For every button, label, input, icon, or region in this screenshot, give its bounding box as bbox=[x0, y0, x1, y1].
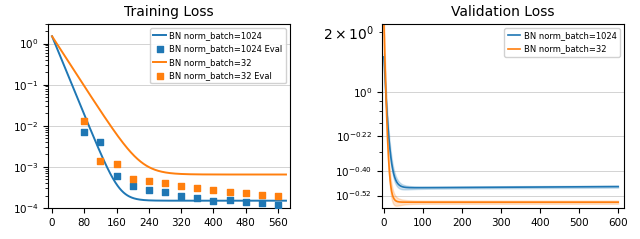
BN norm_batch=1024 bbox=[282, 199, 290, 202]
BN norm_batch=32 bbox=[614, 201, 622, 204]
Title: Validation Loss: Validation Loss bbox=[451, 5, 555, 19]
BN norm_batch=32 bbox=[90, 99, 97, 102]
BN norm_batch=32 bbox=[456, 201, 463, 204]
BN norm_batch=1024 bbox=[482, 186, 490, 189]
BN norm_batch=32 Eval bbox=[111, 162, 122, 165]
BN norm_batch=32 Eval bbox=[192, 186, 202, 190]
BN norm_batch=1024 bbox=[411, 186, 419, 189]
BN norm_batch=1024 bbox=[614, 185, 622, 188]
BN norm_batch=1024 Eval bbox=[208, 199, 218, 203]
BN norm_batch=32 Eval bbox=[79, 119, 90, 123]
BN norm_batch=1024 bbox=[154, 199, 162, 202]
BN norm_batch=1024 Eval bbox=[144, 188, 154, 191]
BN norm_batch=1024 Eval bbox=[127, 184, 138, 187]
BN norm_batch=1024 Eval bbox=[257, 201, 267, 205]
BN norm_batch=32 Eval bbox=[241, 191, 251, 195]
BN norm_batch=32 Eval bbox=[257, 193, 267, 197]
BN norm_batch=32 bbox=[282, 173, 290, 176]
BN norm_batch=1024 Eval bbox=[111, 174, 122, 178]
Legend: BN norm_batch=1024, BN norm_batch=32: BN norm_batch=1024, BN norm_batch=32 bbox=[504, 28, 620, 57]
BN norm_batch=32 bbox=[420, 201, 428, 204]
BN norm_batch=32 bbox=[411, 201, 419, 204]
BN norm_batch=1024 Eval bbox=[95, 140, 106, 144]
Title: Training Loss: Training Loss bbox=[124, 5, 214, 19]
Line: BN norm_batch=32: BN norm_batch=32 bbox=[384, 24, 618, 202]
BN norm_batch=32 Eval bbox=[225, 190, 235, 194]
BN norm_batch=32 bbox=[108, 127, 116, 130]
BN norm_batch=32 bbox=[48, 35, 56, 38]
BN norm_batch=1024 bbox=[48, 35, 56, 38]
BN norm_batch=32 bbox=[503, 201, 511, 204]
Line: BN norm_batch=1024: BN norm_batch=1024 bbox=[52, 36, 286, 201]
BN norm_batch=32 Eval bbox=[144, 179, 154, 183]
BN norm_batch=1024 Eval bbox=[160, 190, 170, 194]
BN norm_batch=32 bbox=[204, 173, 212, 176]
BN norm_batch=1024 bbox=[186, 199, 194, 202]
BN norm_batch=1024 bbox=[90, 135, 97, 138]
BN norm_batch=1024 Eval bbox=[241, 200, 251, 204]
BN norm_batch=1024 Eval bbox=[225, 198, 235, 201]
BN norm_batch=32 bbox=[380, 22, 388, 25]
BN norm_batch=32 Eval bbox=[176, 184, 186, 187]
BN norm_batch=1024 Eval bbox=[192, 196, 202, 200]
BN norm_batch=32 bbox=[154, 169, 162, 172]
BN norm_batch=1024 bbox=[508, 186, 516, 189]
BN norm_batch=32 Eval bbox=[208, 188, 218, 191]
BN norm_batch=1024 bbox=[412, 186, 419, 189]
BN norm_batch=1024 bbox=[108, 176, 116, 179]
BN norm_batch=32 Eval bbox=[273, 194, 283, 197]
BN norm_batch=1024 bbox=[460, 186, 467, 189]
BN norm_batch=32 Eval bbox=[160, 181, 170, 185]
BN norm_batch=32 Eval bbox=[95, 159, 106, 163]
Line: BN norm_batch=32: BN norm_batch=32 bbox=[52, 36, 286, 174]
BN norm_batch=1024 bbox=[380, 55, 388, 58]
BN norm_batch=32 bbox=[460, 201, 467, 204]
BN norm_batch=32 bbox=[186, 173, 194, 176]
BN norm_batch=32 bbox=[508, 201, 516, 204]
BN norm_batch=1024 bbox=[225, 199, 232, 202]
BN norm_batch=32 bbox=[482, 201, 490, 204]
Line: BN norm_batch=1024: BN norm_batch=1024 bbox=[384, 57, 618, 188]
BN norm_batch=1024 bbox=[204, 199, 212, 202]
BN norm_batch=32 Eval bbox=[127, 177, 138, 181]
BN norm_batch=1024 bbox=[420, 186, 428, 189]
Legend: BN norm_batch=1024, BN norm_batch=1024 Eval, BN norm_batch=32, BN norm_batch=32 : BN norm_batch=1024, BN norm_batch=1024 E… bbox=[150, 28, 286, 83]
BN norm_batch=1024 bbox=[503, 186, 511, 189]
BN norm_batch=32 bbox=[225, 173, 232, 176]
BN norm_batch=1024 Eval bbox=[176, 194, 186, 197]
BN norm_batch=1024 Eval bbox=[79, 130, 90, 134]
BN norm_batch=1024 Eval bbox=[273, 203, 283, 206]
